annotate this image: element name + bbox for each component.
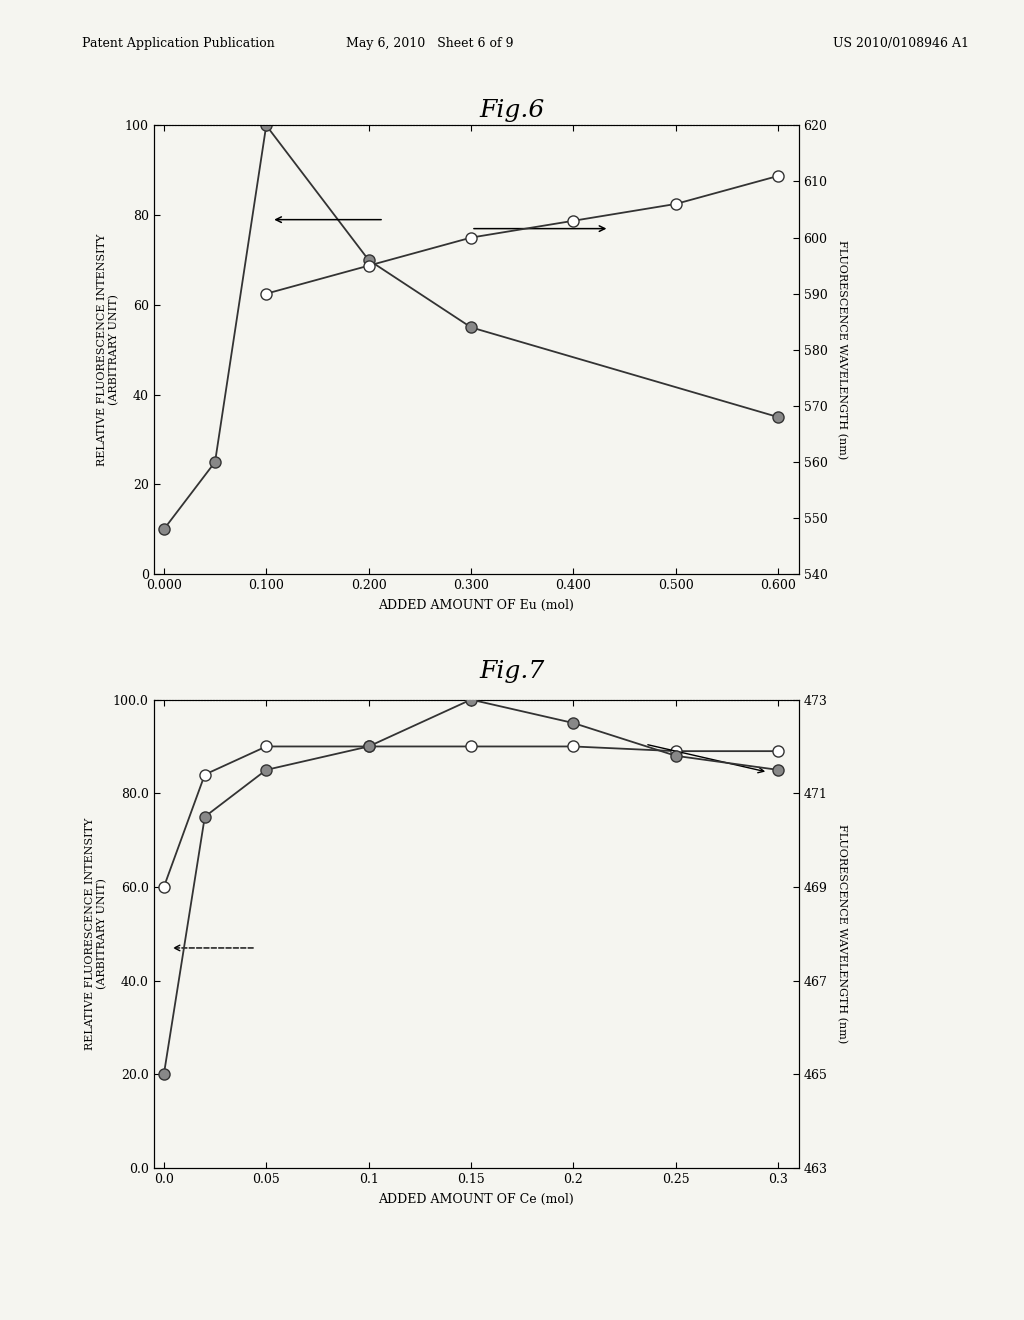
- Text: May 6, 2010   Sheet 6 of 9: May 6, 2010 Sheet 6 of 9: [346, 37, 514, 50]
- Y-axis label: RELATIVE FLUORESCENCE INTENSITY
(ARBITRARY UNIT): RELATIVE FLUORESCENCE INTENSITY (ARBITRA…: [97, 234, 119, 466]
- Y-axis label: RELATIVE FLUORESCENCE INTENSITY
(ARBITRARY UNIT): RELATIVE FLUORESCENCE INTENSITY (ARBITRA…: [85, 817, 108, 1051]
- X-axis label: ADDED AMOUNT OF Ce (mol): ADDED AMOUNT OF Ce (mol): [378, 1193, 574, 1206]
- Y-axis label: FLUORESCENCE WAVELENGTH (nm): FLUORESCENCE WAVELENGTH (nm): [837, 240, 847, 459]
- Text: Fig.6: Fig.6: [479, 99, 545, 121]
- Text: Patent Application Publication: Patent Application Publication: [82, 37, 274, 50]
- X-axis label: ADDED AMOUNT OF Eu (mol): ADDED AMOUNT OF Eu (mol): [378, 599, 574, 612]
- Text: Fig.7: Fig.7: [479, 660, 545, 682]
- Y-axis label: FLUORESCENCE WAVELENGTH (nm): FLUORESCENCE WAVELENGTH (nm): [837, 824, 847, 1044]
- Text: US 2010/0108946 A1: US 2010/0108946 A1: [834, 37, 969, 50]
